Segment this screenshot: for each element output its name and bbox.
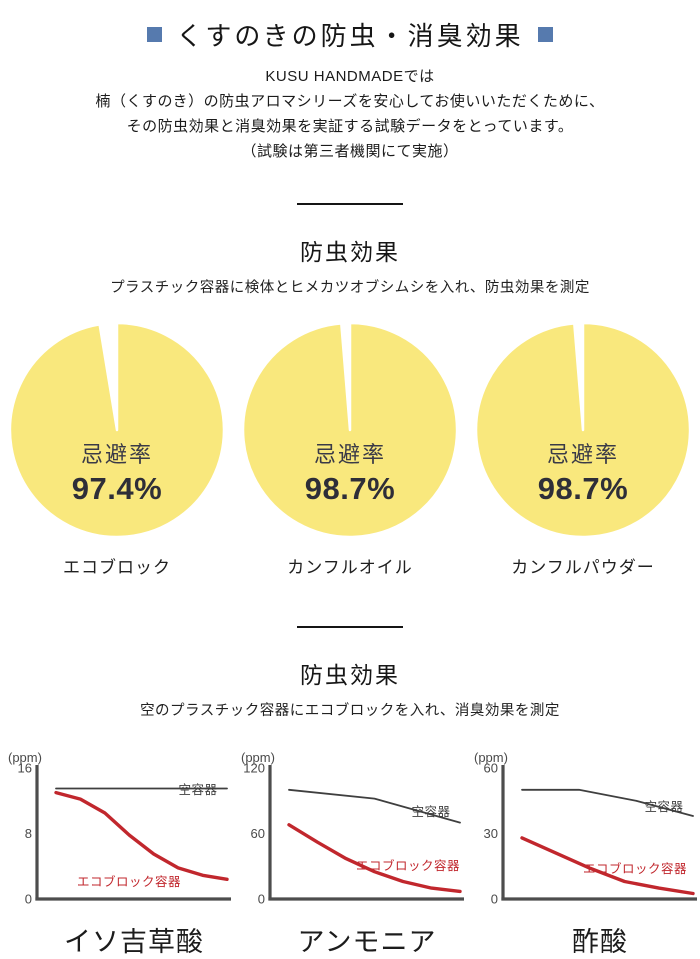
series-label-empty-container: 空容器 [178, 782, 217, 797]
pie-caption-eco-block: エコブロック [63, 557, 171, 577]
intro-line-3: その防虫効果と消臭効果を実証する試験データをとっています。 [126, 117, 574, 135]
series-label-ecoblock-container: エコブロック容器 [76, 874, 180, 889]
y-tick-label: 0 [257, 891, 264, 906]
y-tick-label: 120 [243, 760, 265, 775]
section1-divider [297, 202, 403, 205]
page-title: くすのきの防虫・消臭効果 [0, 16, 700, 53]
pie-svg-camphor-oil [241, 321, 459, 538]
line-charts-row: (ppm) 16 8 0 空容器 エコブロック容器 イソ吉草酸 (ppm) 120 60 0 空容… [0, 748, 700, 959]
line-chart-ammonia: (ppm) 120 60 0 空容器エコブロック容器 アンモニア [234, 748, 467, 959]
y-tick-label: 30 [483, 826, 497, 841]
pie-slice-repelled [474, 321, 692, 538]
pie-svg-camphor-powder [474, 321, 692, 538]
series-line-empty-container [520, 788, 694, 817]
series-line-empty-container [287, 788, 461, 824]
series-label-ecoblock-container: エコブロック容器 [582, 861, 686, 876]
line-chart-acetic-acid: (ppm) 60 30 0 空容器エコブロック容器 酢酸 [467, 748, 700, 959]
series-label-empty-container: 空容器 [644, 799, 683, 814]
chart-xlabel-isovaleric-acid: イソ吉草酸 [64, 926, 204, 957]
y-tick-label: 16 [17, 760, 31, 775]
pie-value: 98.7% [537, 470, 629, 506]
pie-camphor-oil-text: 忌避率 98.7% [239, 437, 461, 507]
y-tick-label: 0 [24, 891, 31, 906]
title-right-square-icon [537, 27, 553, 42]
pie-center-label: 忌避率 [80, 441, 153, 467]
section1-subtitle: プラスチック容器に検体とヒメカツオブシムシを入れ、防虫効果を測定 [110, 279, 590, 296]
series-label-ecoblock-container: エコブロック容器 [355, 858, 459, 873]
pie-caption-camphor-oil: カンフルオイル [287, 557, 413, 577]
pie-charts-row: 忌避率 97.4% エコブロック 忌避率 98.7% カンフルオイル 忌避率 [0, 319, 700, 578]
pie-eco-block-text: 忌避率 97.4% [6, 437, 228, 507]
page: くすのきの防虫・消臭効果 KUSU HANDMADEでは 楠（くすのき）の防虫ア… [0, 16, 700, 957]
pie-camphor-powder-graphic: 忌避率 98.7% [472, 319, 694, 541]
pie-value: 98.7% [304, 470, 396, 506]
series-line-ecoblock-container [286, 822, 462, 893]
series-line-ecoblock-container [53, 790, 229, 881]
pie-slice-repelled [8, 321, 226, 538]
line-chart-isovaleric-acid: (ppm) 16 8 0 空容器エコブロック容器 イソ吉草酸 [1, 748, 234, 959]
intro-line-2: 楠（くすのき）の防虫アロマシリーズを安心してお使いいただくために、 [95, 92, 605, 110]
chart-xlabel-acetic-acid: 酢酸 [572, 926, 628, 957]
section1-heading: 防虫効果 [300, 238, 400, 265]
chart-xlabel-ammonia: アンモニア [297, 926, 437, 957]
y-unit-label: (ppm) [8, 750, 42, 765]
pie-center-label: 忌避率 [546, 441, 619, 467]
pie-value: 97.4% [71, 470, 163, 506]
pie-svg-eco-block [8, 321, 226, 538]
pie-center-label: 忌避率 [313, 441, 386, 467]
y-unit-label: (ppm) [241, 750, 275, 765]
series-label-empty-container: 空容器 [411, 804, 450, 819]
section2-subtitle: 空のプラスチック容器にエコブロックを入れ、消臭効果を測定 [140, 702, 560, 719]
intro-paragraph: KUSU HANDMADEでは 楠（くすのき）の防虫アロマシリーズを安心してお使… [0, 65, 700, 165]
pie-camphor-powder-text: 忌避率 98.7% [472, 437, 694, 507]
y-tick-label: 8 [24, 826, 31, 841]
y-unit-label: (ppm) [474, 750, 508, 765]
pie-chart-camphor-powder: 忌避率 98.7% カンフルパウダー [467, 319, 700, 578]
section2-divider [297, 625, 403, 628]
section2-heading: 防虫効果 [300, 661, 400, 688]
pie-chart-camphor-oil: 忌避率 98.7% カンフルオイル [234, 319, 467, 578]
y-tick-label: 60 [250, 826, 264, 841]
y-tick-label: 60 [483, 760, 497, 775]
intro-line-4: （試験は第三者機関にて実施） [241, 142, 459, 160]
y-tick-label: 0 [490, 891, 497, 906]
page-title-text: くすのきの防虫・消臭効果 [176, 21, 524, 51]
pie-chart-eco-block: 忌避率 97.4% エコブロック [1, 319, 234, 578]
pie-slice-repelled [241, 321, 459, 538]
series-line-ecoblock-container [519, 835, 695, 895]
pie-eco-block-graphic: 忌避率 97.4% [6, 319, 228, 541]
pie-camphor-oil-graphic: 忌避率 98.7% [239, 319, 461, 541]
pie-caption-camphor-powder: カンフルパウダー [511, 557, 655, 577]
title-left-square-icon [147, 27, 163, 42]
intro-line-1: KUSU HANDMADEでは [265, 68, 435, 85]
